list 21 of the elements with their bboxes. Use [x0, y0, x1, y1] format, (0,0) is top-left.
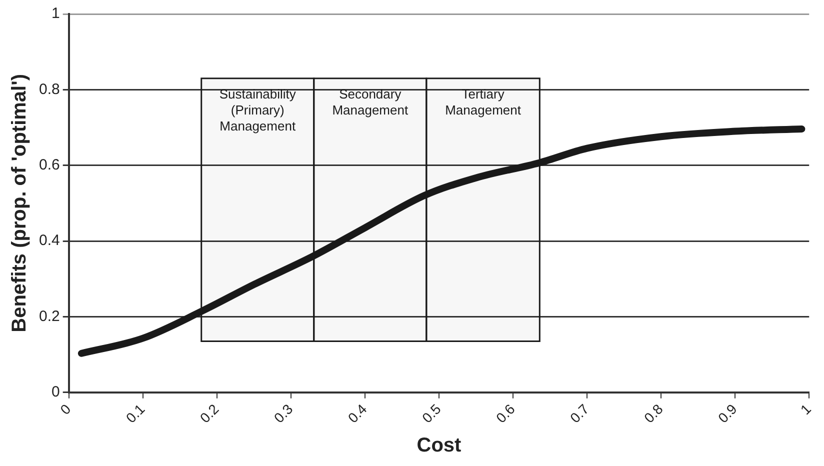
- y-tick-label: 0: [52, 384, 60, 400]
- band-label: Sustainability (Primary) Management: [219, 86, 296, 134]
- x-axis-title: Cost: [416, 434, 462, 457]
- x-tick-label: 0.4: [344, 400, 370, 426]
- x-tick-label: 0.7: [566, 400, 592, 426]
- y-tick-label: 0.2: [38, 308, 60, 325]
- x-tick-label: 0.5: [418, 400, 444, 426]
- band-label: Secondary Management: [332, 86, 408, 118]
- x-tick-label: 0.9: [714, 400, 740, 426]
- y-axis-title: Benefits (prop. of 'optimal'): [8, 74, 31, 332]
- y-tick-label: 0.4: [38, 232, 60, 250]
- x-tick-label: 0.1: [122, 400, 148, 426]
- y-tick-label: 0.8: [38, 80, 60, 98]
- band-label: Tertiary Management: [445, 86, 522, 118]
- y-tick-label: 0.6: [38, 156, 60, 174]
- y-tick-label: 1: [52, 5, 60, 22]
- x-tick-label: 0.3: [270, 400, 296, 426]
- x-tick-label: 1: [797, 400, 814, 418]
- x-tick-label: 0.8: [640, 400, 666, 426]
- x-tick-label: 0.6: [492, 400, 518, 426]
- x-tick-label: 0.2: [196, 400, 222, 426]
